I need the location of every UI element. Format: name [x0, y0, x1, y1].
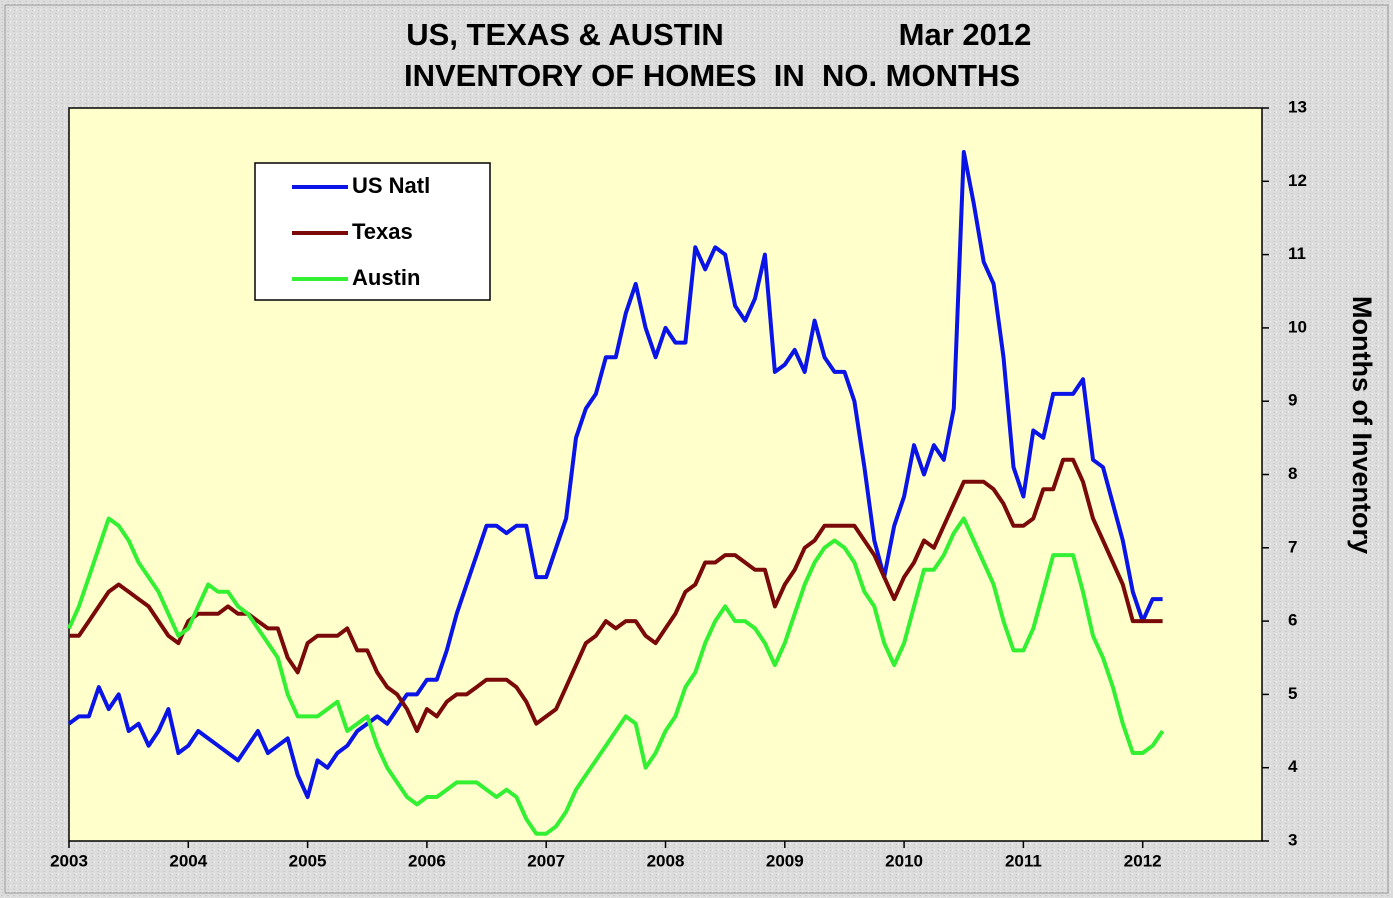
- x-tick-label: 2008: [647, 851, 685, 870]
- chart-date: Mar 2012: [899, 17, 1032, 52]
- y-tick-label: 3: [1288, 830, 1297, 849]
- x-tick-label: 2004: [169, 851, 207, 870]
- x-tick-label: 2003: [50, 851, 88, 870]
- y-tick-label: 5: [1288, 684, 1297, 703]
- y-tick-label: 10: [1288, 317, 1307, 336]
- x-tick-label: 2012: [1124, 851, 1162, 870]
- y-tick-label: 11: [1288, 244, 1306, 263]
- y-tick-label: 8: [1288, 464, 1297, 483]
- series-line: [67, 516, 1165, 836]
- frame: [4, 4, 1389, 894]
- y-tick-label: 12: [1288, 171, 1307, 190]
- x-tick-label: 2006: [408, 851, 446, 870]
- chart-subtitle: INVENTORY OF HOMES IN NO. MONTHS: [404, 58, 1020, 93]
- legend-label: Austin: [352, 265, 420, 290]
- series-line: [67, 150, 1163, 799]
- y-tick-label: 6: [1288, 611, 1297, 630]
- chart-title: US, TEXAS & AUSTIN: [406, 17, 724, 52]
- x-tick-label: 2005: [289, 851, 327, 870]
- x-tick-label: 2010: [885, 851, 923, 870]
- y-tick-label: 4: [1288, 757, 1298, 776]
- y-axis-label: Months of Inventory: [1347, 296, 1377, 554]
- legend-label: US Natl: [352, 173, 430, 198]
- legend-label: Texas: [352, 219, 413, 244]
- x-tick-label: 2009: [766, 851, 804, 870]
- x-tick-label: 2011: [1005, 851, 1042, 870]
- x-tick-label: 2007: [527, 851, 565, 870]
- y-tick-label: 9: [1288, 391, 1297, 410]
- y-tick-label: 13: [1288, 97, 1307, 116]
- y-tick-label: 7: [1288, 537, 1297, 556]
